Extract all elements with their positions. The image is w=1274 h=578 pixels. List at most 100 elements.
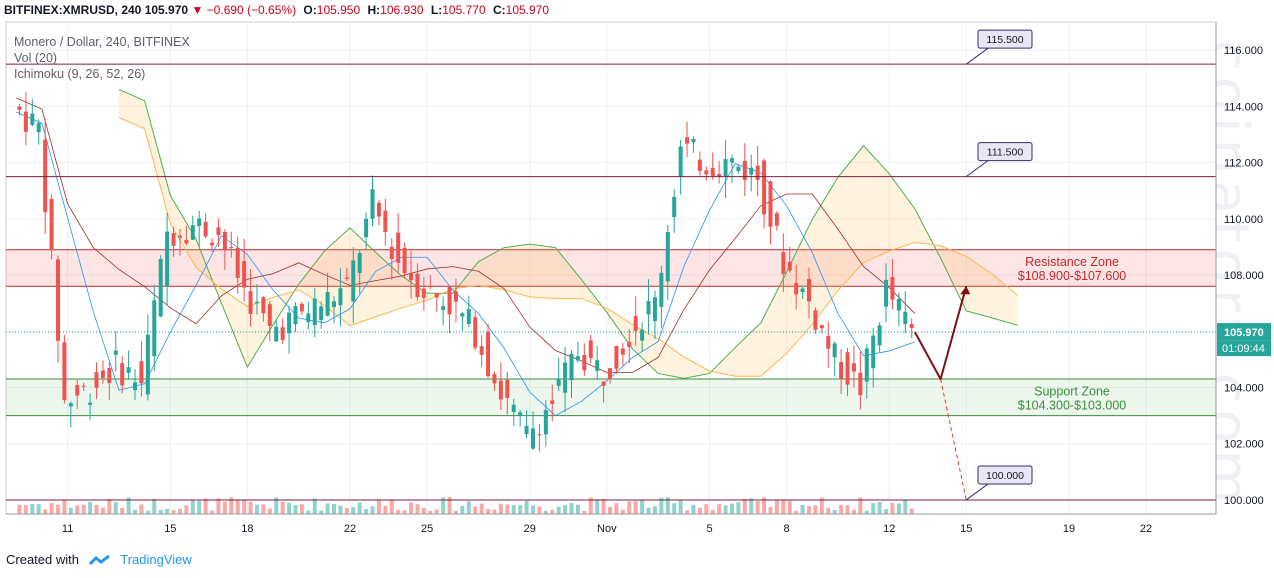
- volume-bar: [113, 502, 118, 514]
- volume-bar: [120, 507, 125, 514]
- candle-body: [685, 137, 690, 144]
- volume-bar: [177, 509, 182, 514]
- volume-bar: [627, 501, 632, 514]
- volume-bar: [49, 503, 54, 514]
- candle-body: [704, 170, 709, 175]
- candle-body: [177, 235, 182, 238]
- ichimoku-span-a: [118, 89, 1018, 379]
- candle-body: [62, 342, 67, 400]
- candle-body: [505, 379, 510, 398]
- volume-bar: [832, 510, 837, 514]
- volume-bar: [620, 509, 625, 514]
- candle-body: [428, 286, 433, 288]
- volume-bar: [421, 507, 426, 514]
- volume-bar: [723, 505, 728, 514]
- candle-body: [370, 189, 375, 219]
- candle-body: [794, 282, 799, 295]
- volume-bar: [434, 509, 439, 514]
- candle-body: [890, 277, 895, 300]
- volume-bar: [197, 500, 202, 514]
- candle-body: [376, 202, 381, 217]
- candle-body: [466, 309, 471, 324]
- candle-body: [184, 239, 189, 244]
- level-label: 115.500: [986, 34, 1023, 46]
- volume-bar: [466, 501, 471, 514]
- volume-bar: [710, 510, 715, 514]
- volume-bar: [685, 510, 690, 514]
- volume-bar: [152, 498, 157, 514]
- volume-bar: [755, 501, 760, 514]
- candle-body: [832, 343, 837, 358]
- volume-bar: [222, 501, 227, 514]
- candle-body: [537, 434, 542, 436]
- candle-body: [152, 300, 157, 357]
- volume-bar: [608, 506, 613, 514]
- candle-body: [460, 313, 465, 317]
- tradingview-link[interactable]: TradingView: [120, 552, 192, 567]
- candle-body: [563, 362, 568, 393]
- volume-bar: [486, 508, 491, 514]
- volume-indicator[interactable]: Vol (20): [14, 51, 58, 65]
- volume-bar: [62, 500, 67, 514]
- volume-bar: [165, 508, 170, 514]
- volume-bar: [582, 510, 587, 514]
- volume-bar: [376, 499, 381, 514]
- ichimoku-cloud: [118, 89, 1018, 379]
- volume-bar: [364, 509, 369, 514]
- volume-bar: [441, 497, 446, 514]
- candle-body: [421, 288, 426, 298]
- candle-body: [107, 368, 112, 384]
- volume-bar: [524, 500, 529, 514]
- volume-bar: [588, 497, 593, 514]
- volume-bar: [402, 510, 407, 514]
- volume-bar: [94, 504, 99, 514]
- candle-body: [864, 348, 869, 382]
- volume-bar: [729, 503, 734, 514]
- candle-body: [190, 225, 195, 240]
- zone-name: Support Zone: [1034, 384, 1110, 398]
- candle-body: [145, 334, 150, 395]
- candle-body: [287, 312, 292, 334]
- candle-body: [49, 198, 54, 250]
- indicator-legend: Monero / Dollar, 240, BITFINEX Vol (20) …: [14, 34, 190, 82]
- volume-bar: [351, 507, 356, 514]
- candle-body: [749, 167, 754, 175]
- volume-bar: [691, 504, 696, 514]
- candle-body: [595, 360, 600, 371]
- candle-body: [659, 272, 664, 307]
- candle-body: [787, 261, 792, 271]
- last-price: 105.970: [144, 3, 189, 17]
- candle-body: [486, 331, 491, 377]
- low-label: L:: [430, 3, 443, 17]
- candle-body: [736, 166, 741, 172]
- candle-body: [518, 412, 523, 416]
- ichimoku-indicator[interactable]: Ichimoku (9, 26, 52, 26): [14, 67, 146, 81]
- candle-body: [742, 160, 747, 180]
- y-tick-label: 112.000: [1224, 158, 1263, 170]
- volume-bar: [845, 505, 850, 514]
- candle-body: [909, 323, 914, 328]
- candle-body: [312, 298, 317, 325]
- candle-body: [441, 306, 446, 311]
- chart-header: BITFINEX:XMRUSD, 240 105.970 ▼ −0.690 (−…: [4, 3, 549, 17]
- candle-body: [81, 385, 86, 387]
- volume-bar: [858, 497, 863, 514]
- candle-body: [402, 247, 407, 274]
- candle-body: [498, 380, 503, 400]
- candle-body: [723, 159, 728, 177]
- candle-body: [216, 227, 221, 235]
- y-tick-label: 116.000: [1224, 45, 1263, 57]
- volume-bar: [601, 498, 606, 514]
- x-tick-label: 15: [960, 523, 972, 535]
- level-label: 111.500: [987, 147, 1024, 159]
- level-label: 100.000: [986, 470, 1024, 482]
- ichimoku-span-b: [118, 117, 1018, 377]
- volume-bar: [338, 505, 343, 514]
- price-tag: [1217, 323, 1271, 341]
- price-tag-label: 105.970: [1224, 327, 1264, 339]
- volume-bar: [248, 501, 253, 514]
- candle-body: [627, 341, 632, 348]
- candle-body: [691, 138, 696, 143]
- volume-bar: [293, 505, 298, 514]
